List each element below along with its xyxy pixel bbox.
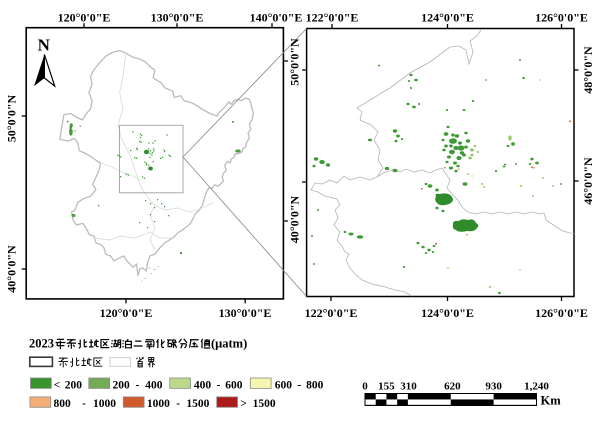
svg-text:48°0'0"N: 48°0'0"N xyxy=(581,46,595,94)
svg-text:1500: 1500 xyxy=(186,398,209,410)
svg-text:-: - xyxy=(297,380,301,392)
svg-text:130°0'0"E: 130°0'0"E xyxy=(219,306,272,320)
svg-text:N: N xyxy=(38,36,51,55)
svg-text:2023: 2023 xyxy=(29,337,54,351)
svg-text:155: 155 xyxy=(378,381,395,393)
svg-text:200: 200 xyxy=(113,380,131,392)
svg-text:126°0'0"E: 126°0'0"E xyxy=(535,306,588,320)
svg-text:-: - xyxy=(176,398,180,410)
svg-text:126°0'0"E: 126°0'0"E xyxy=(535,10,588,24)
svg-text:620: 620 xyxy=(444,381,461,393)
svg-text:130°0'0"E: 130°0'0"E xyxy=(151,10,204,24)
svg-text:0: 0 xyxy=(362,381,368,393)
svg-text:40°0'0"N: 40°0'0"N xyxy=(288,195,302,243)
svg-text:200: 200 xyxy=(65,380,83,392)
svg-text:800: 800 xyxy=(306,380,324,392)
svg-text:400: 400 xyxy=(194,380,212,392)
svg-text:800: 800 xyxy=(54,398,72,410)
svg-text:120°0'0"E: 120°0'0"E xyxy=(58,10,111,24)
svg-text:140°0'0"E: 140°0'0"E xyxy=(250,10,303,24)
svg-text:1000: 1000 xyxy=(93,398,116,410)
svg-text:Km: Km xyxy=(541,394,562,408)
svg-text:310: 310 xyxy=(400,381,417,393)
svg-text:-: - xyxy=(136,380,140,392)
svg-text:1,240: 1,240 xyxy=(524,381,549,393)
svg-text:122°0'0"E: 122°0'0"E xyxy=(305,306,358,320)
svg-text:46°0'0"N: 46°0'0"N xyxy=(581,157,595,205)
svg-text:>: > xyxy=(240,398,247,410)
svg-text:1000: 1000 xyxy=(147,398,170,410)
svg-text:(μatm): (μatm) xyxy=(211,337,247,351)
svg-text:120°0'0"E: 120°0'0"E xyxy=(100,306,153,320)
svg-text:400: 400 xyxy=(145,380,163,392)
svg-text:<: < xyxy=(54,380,61,392)
svg-text:124°0'0"E: 124°0'0"E xyxy=(421,10,474,24)
svg-text:122°0'0"E: 122°0'0"E xyxy=(306,10,359,24)
svg-text:600: 600 xyxy=(275,380,293,392)
svg-text:1500: 1500 xyxy=(253,398,276,410)
svg-text:930: 930 xyxy=(485,381,502,393)
svg-text:124°0'0"E: 124°0'0"E xyxy=(421,306,474,320)
svg-text:600: 600 xyxy=(225,380,243,392)
svg-text:-: - xyxy=(217,380,221,392)
svg-text:40°0'0"N: 40°0'0"N xyxy=(5,245,19,293)
svg-text:50°0'0"N: 50°0'0"N xyxy=(5,94,19,142)
svg-text:50°0'0"N: 50°0'0"N xyxy=(288,38,302,86)
svg-text:-: - xyxy=(82,398,86,410)
